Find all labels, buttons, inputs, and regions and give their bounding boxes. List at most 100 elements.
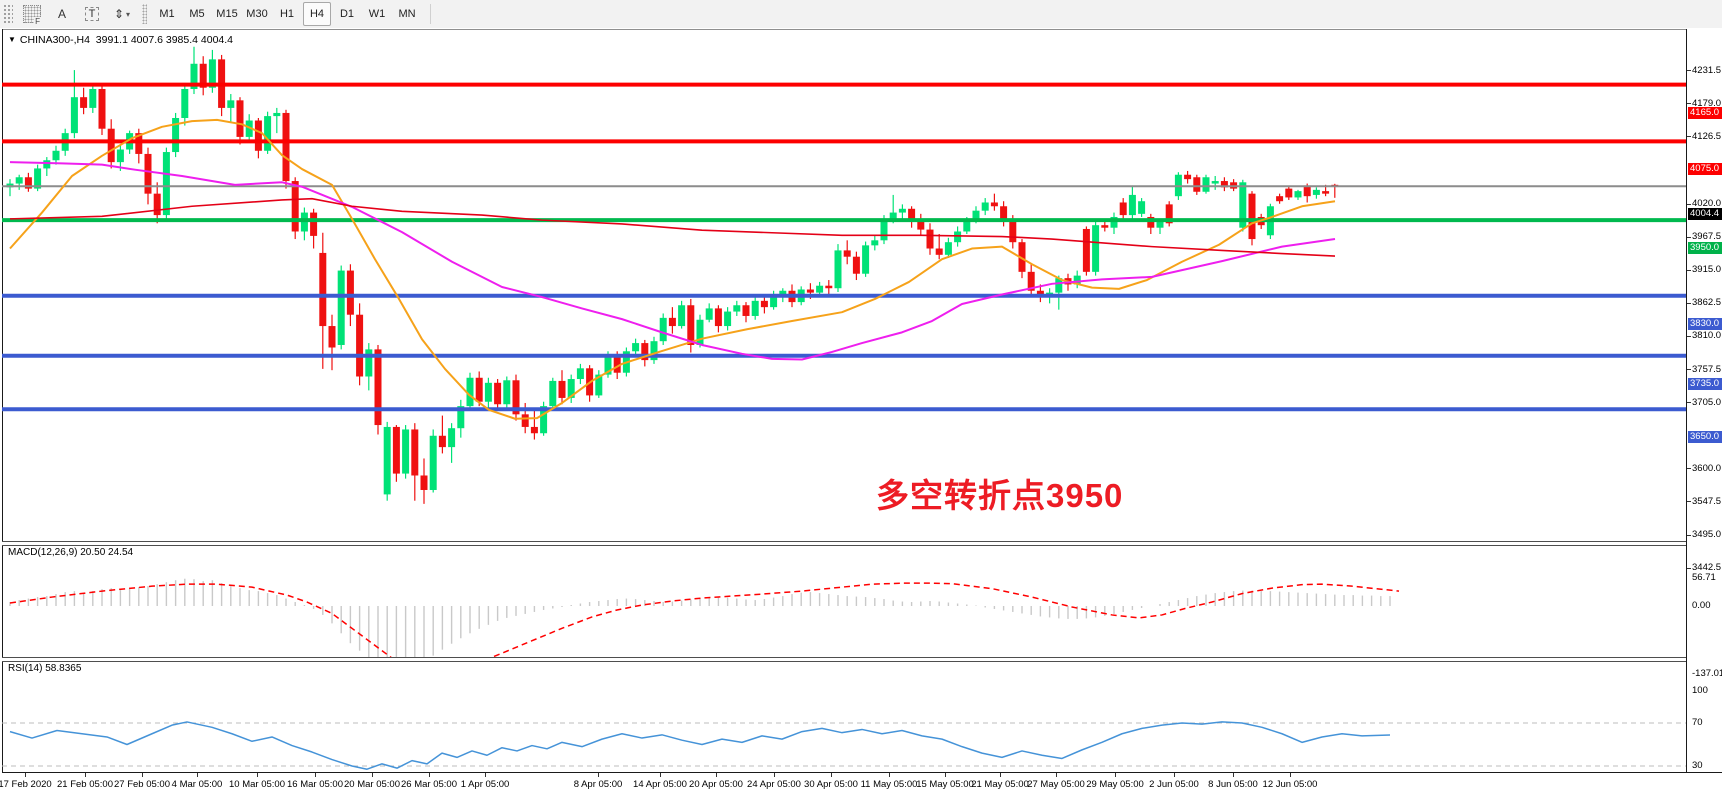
time-axis-label: 17 Feb 2020	[0, 779, 52, 790]
time-tick-mark	[1000, 773, 1001, 777]
chart-annotation-text[interactable]: 多空转折点3950	[876, 477, 1124, 514]
time-axis-label: 8 Jun 05:00	[1208, 779, 1258, 790]
time-tick-mark	[85, 773, 86, 777]
price-tick-mark	[1687, 534, 1691, 536]
rsi-axis-label: 100	[1692, 684, 1708, 696]
rsi-indicator-canvas[interactable]	[2, 662, 1686, 772]
price-chart-canvas[interactable]	[2, 30, 1686, 541]
time-tick-mark	[660, 773, 661, 777]
time-tick-mark	[716, 773, 717, 777]
toolbar-separator-handle[interactable]	[142, 4, 147, 24]
price-level-badge: 4004.4	[1688, 207, 1722, 220]
price-tick-mark	[1687, 468, 1691, 470]
price-tick-mark	[1687, 402, 1691, 404]
timeframe-button-h4[interactable]: H4	[303, 2, 331, 26]
rsi-axis-label: 30	[1692, 760, 1703, 771]
price-tick-mark	[1687, 103, 1691, 105]
rsi-label: RSI(14) 58.8365	[8, 663, 82, 674]
chart-border	[2, 772, 1722, 773]
macd-axis-label: -137.01	[1692, 667, 1722, 679]
price-level-badge: 4165.0	[1688, 106, 1722, 119]
time-axis-label: 16 Mar 05:00	[287, 779, 343, 790]
text-box-icon: T	[84, 7, 100, 21]
macd-axis-label: 56.71	[1692, 571, 1716, 583]
time-tick-mark	[889, 773, 890, 777]
chevron-down-icon: ▾	[126, 9, 131, 19]
toolbar-divider	[430, 4, 431, 24]
price-level-badge: 4075.0	[1688, 163, 1722, 176]
price-level-badge: 3830.0	[1688, 317, 1722, 330]
price-tick-mark	[1687, 369, 1691, 370]
timeframe-button-mn[interactable]: MN	[398, 8, 416, 20]
timeframe-button-m5[interactable]: M5	[189, 8, 205, 20]
indicator-grid-button[interactable]: F	[19, 2, 45, 26]
price-tick-label: 3757.5	[1692, 363, 1722, 375]
time-tick-mark	[1290, 773, 1291, 777]
chart-title: ▼ CHINA300-,H4 3991.1 4007.6 3985.4 4004.…	[8, 34, 233, 46]
time-axis-label: 21 Feb 05:00	[57, 779, 113, 790]
timeframe-button-h1[interactable]: H1	[279, 8, 295, 20]
time-axis[interactable]: 17 Feb 2020 21 Feb 05:00 27 Feb 05:00 4 Mar…	[0, 773, 1722, 793]
collapse-triangle-icon[interactable]: ▼	[8, 35, 16, 44]
time-axis-label: 12 Jun 05:00	[1262, 779, 1318, 790]
time-axis-label: 27 May 05:00	[1027, 779, 1085, 790]
time-axis-label: 20 Apr 05:00	[689, 779, 743, 790]
time-tick-mark	[372, 773, 373, 777]
price-tick-label: 3967.5	[1692, 231, 1722, 243]
price-tick-mark	[1687, 302, 1691, 304]
timeframe-button-d1[interactable]: D1	[339, 8, 355, 20]
time-axis-label: 8 Apr 05:00	[573, 779, 623, 790]
time-tick-mark	[257, 773, 258, 777]
time-axis-label: 20 Mar 05:00	[344, 779, 400, 790]
font-a-icon: A	[57, 7, 66, 21]
time-axis-label: 2 Jun 05:00	[1149, 779, 1199, 790]
price-level-badge: 3650.0	[1688, 431, 1722, 444]
ohlc-readout: 3991.1 4007.6 3985.4 4004.4	[95, 34, 234, 46]
time-tick-mark	[1115, 773, 1116, 777]
toolbar-drag-handle-icon[interactable]	[3, 4, 13, 24]
time-axis-label: 4 Mar 05:00	[171, 779, 223, 790]
time-tick-mark	[1233, 773, 1234, 777]
price-tick-label: 3495.0	[1692, 529, 1722, 540]
price-tick-mark	[1687, 70, 1691, 72]
time-axis-label: 1 Apr 05:00	[460, 779, 510, 790]
timeframe-button-m30[interactable]: M30	[246, 8, 268, 20]
top-toolbar: F A T ⇕ ▾ M1 M5 M15 M30 H1 H4 D1 W1 MN	[0, 0, 1722, 29]
time-tick-mark	[774, 773, 775, 777]
chart-border	[2, 29, 1686, 30]
chart-window: ▼ CHINA300-,H4 3991.1 4007.6 3985.4 4004.…	[0, 28, 1722, 793]
macd-indicator-canvas[interactable]	[2, 546, 1686, 657]
time-tick-mark	[831, 773, 832, 777]
price-tick-label: 4179.0	[1692, 97, 1722, 109]
time-tick-mark	[598, 773, 599, 777]
price-tick-mark	[1687, 501, 1691, 503]
timeframe-button-m1[interactable]: M1	[159, 8, 175, 20]
price-tick-label: 3600.0	[1692, 462, 1722, 474]
time-axis-label: 14 Apr 05:00	[633, 779, 687, 790]
time-axis-label: 10 Mar 05:00	[229, 779, 285, 790]
time-axis-label: 30 Apr 05:00	[804, 779, 858, 790]
price-tick-mark	[1687, 567, 1691, 569]
price-tick-label: 3547.5	[1692, 495, 1722, 507]
price-level-badge: 3950.0	[1688, 242, 1722, 255]
panel-separator[interactable]	[2, 657, 1686, 662]
font-tool-button[interactable]: A	[49, 2, 75, 26]
price-tick-label: 4126.5	[1692, 130, 1722, 142]
macd-axis-label: 0.00	[1692, 600, 1711, 611]
timeframe-button-w1[interactable]: W1	[368, 8, 386, 20]
symbol-period-label: CHINA300-,H4	[19, 34, 90, 46]
price-tick-label: 4231.5	[1692, 64, 1722, 76]
price-tick-mark	[1687, 236, 1691, 238]
price-tick-mark	[1687, 335, 1691, 337]
text-label-tool-button[interactable]: T	[79, 2, 105, 26]
price-tick-label: 3442.5	[1692, 562, 1722, 574]
price-tick-label: 4020.0	[1692, 198, 1722, 209]
price-tick-mark	[1687, 203, 1691, 205]
timeframe-button-m15[interactable]: M15	[216, 8, 238, 20]
time-axis-label: 21 May 05:00	[971, 779, 1029, 790]
panel-separator[interactable]	[2, 541, 1686, 546]
time-tick-mark	[485, 773, 486, 777]
cursor-mode-button[interactable]: ⇕ ▾	[109, 2, 135, 26]
price-tick-label: 3915.0	[1692, 264, 1722, 276]
